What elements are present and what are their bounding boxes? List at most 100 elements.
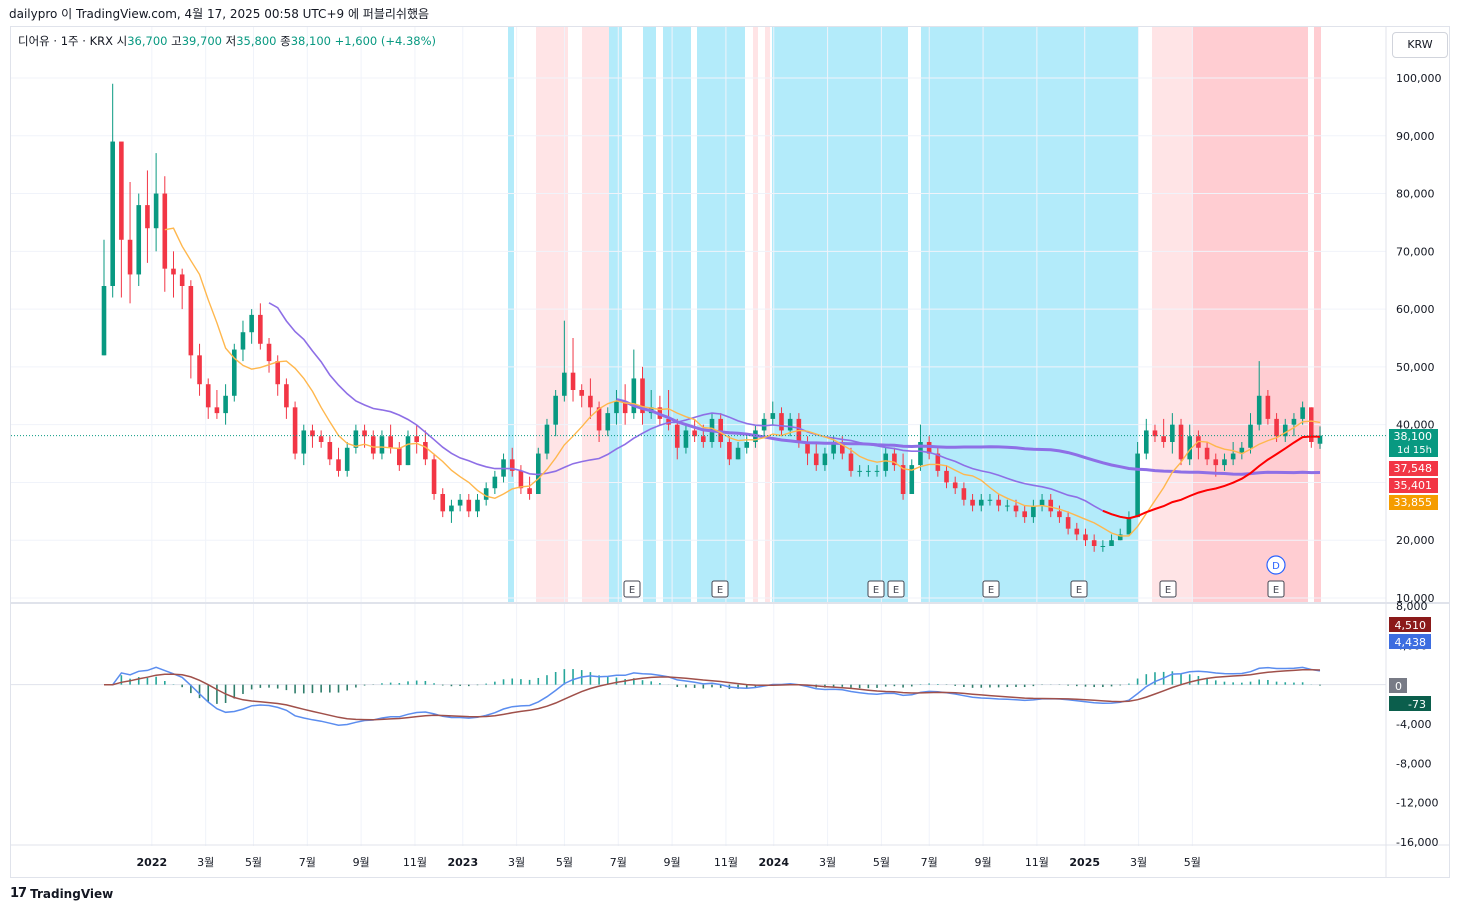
candle-body [509, 459, 515, 471]
earnings-marker-box [1267, 580, 1285, 598]
candle-body [857, 470, 862, 472]
earnings-marker-box [887, 580, 905, 598]
macd-tick-label: -16,000 [1396, 836, 1438, 849]
macd-tag-box [1389, 634, 1431, 649]
candle-body [1143, 430, 1149, 454]
macd-tag-label: -73 [1408, 698, 1426, 711]
ma-purple-thick-line [616, 398, 1321, 476]
macd-tag-label: 4,438 [1395, 636, 1427, 649]
earnings-marker: E [1159, 580, 1177, 598]
symbol-name[interactable]: 디어유 · 1주 · KRX [18, 34, 113, 48]
candle-body [1031, 505, 1036, 518]
time-tick-label: 11월 [403, 856, 427, 869]
time-tick-label: 2023 [447, 856, 478, 869]
chart-frame[interactable] [10, 26, 1450, 878]
time-tick-label: 9월 [353, 856, 370, 869]
candle-body [918, 442, 923, 466]
candle-body [1256, 395, 1262, 425]
price-grid [11, 27, 1449, 877]
candle-body [874, 470, 880, 472]
candle-body [588, 395, 593, 408]
candle-body [284, 384, 289, 408]
price-tag: 37,548 [1389, 461, 1438, 476]
background-band [753, 27, 758, 602]
candle-body [996, 499, 1001, 506]
candle-body [336, 459, 341, 471]
price-tick-label: 60,000 [1396, 303, 1435, 316]
candle-body [770, 413, 776, 419]
change-value: +1,600 (+4.38%) [334, 34, 436, 48]
open-value: 36,700 [127, 34, 168, 48]
price-tick-label: 40,000 [1396, 419, 1435, 432]
time-tick-label: 2025 [1069, 856, 1100, 869]
candle-body [397, 447, 402, 466]
earnings-marker-label: E [873, 585, 879, 596]
candle-body [1083, 534, 1088, 541]
earnings-marker-label: E [717, 585, 723, 596]
candle-body [310, 430, 315, 437]
candle-body [1057, 511, 1062, 518]
price-tag-box [1389, 461, 1438, 476]
background-band [1192, 27, 1308, 602]
earnings-marker: E [982, 580, 1000, 598]
candle-body [1187, 436, 1193, 460]
candle-body [944, 470, 949, 483]
candle-body [935, 453, 941, 471]
price-tag-countdown: 1d 15h [1397, 445, 1432, 456]
ma-orange-line [164, 227, 1321, 537]
candle-body [223, 395, 228, 414]
time-tick-label: 7월 [921, 856, 938, 869]
candle-body [327, 442, 333, 460]
price-tag: 35,401 [1389, 478, 1438, 493]
macd-tag: 4,510 [1389, 617, 1431, 632]
earnings-marker-box [623, 580, 641, 598]
background-band [1152, 27, 1192, 602]
candle-body [1013, 505, 1019, 512]
candle-body [1170, 424, 1175, 442]
time-tick-label: 5월 [873, 856, 890, 869]
time-tick-label: 2024 [758, 856, 789, 869]
price-tag-label: 35,401 [1394, 479, 1433, 492]
macd-tag: 4,438 [1389, 634, 1431, 649]
candle-body [892, 453, 897, 466]
price-tick-label: 90,000 [1396, 130, 1435, 143]
publisher-line: dailypro 이 TradingView.com, 4월 17, 2025 … [9, 7, 430, 21]
candle-body [805, 442, 810, 454]
background-band [765, 27, 770, 602]
tradingview-logo-icon: 17 [10, 886, 27, 901]
candle-body [1074, 528, 1080, 535]
time-tick-label: 3월 [508, 856, 525, 869]
candle-body [622, 401, 628, 414]
close-value: 38,100 [290, 34, 331, 48]
earnings-marker: E [1267, 580, 1285, 598]
background-band [582, 27, 609, 602]
candle-body [900, 465, 906, 494]
tradingview-footer[interactable]: 17 TradingView [10, 886, 113, 901]
earnings-marker-box [711, 580, 729, 598]
candle-body [1117, 534, 1123, 541]
earnings-marker-label: E [893, 585, 899, 596]
candle-body [744, 442, 750, 448]
background-band [921, 27, 1138, 602]
currency-button[interactable]: KRW [1392, 32, 1448, 58]
candle-body [205, 384, 211, 408]
earnings-marker-box [982, 580, 1000, 598]
macd-tick-label: -12,000 [1396, 797, 1438, 810]
price-tag-box [1389, 429, 1438, 457]
candle-body [579, 390, 585, 396]
candle-body [1022, 511, 1027, 518]
candle-body [110, 141, 115, 286]
candle-body [813, 453, 819, 466]
candle-body [145, 205, 150, 229]
dividend-marker-circle [1266, 555, 1286, 575]
candle-body [475, 499, 480, 512]
candle-body [701, 436, 706, 442]
candle-body [1126, 517, 1132, 535]
candle-body [449, 505, 454, 512]
background-band [1314, 27, 1321, 602]
candle-body [1317, 435, 1323, 444]
candle-body [457, 499, 463, 506]
earnings-marker: E [867, 580, 885, 598]
candle-body [961, 488, 967, 500]
